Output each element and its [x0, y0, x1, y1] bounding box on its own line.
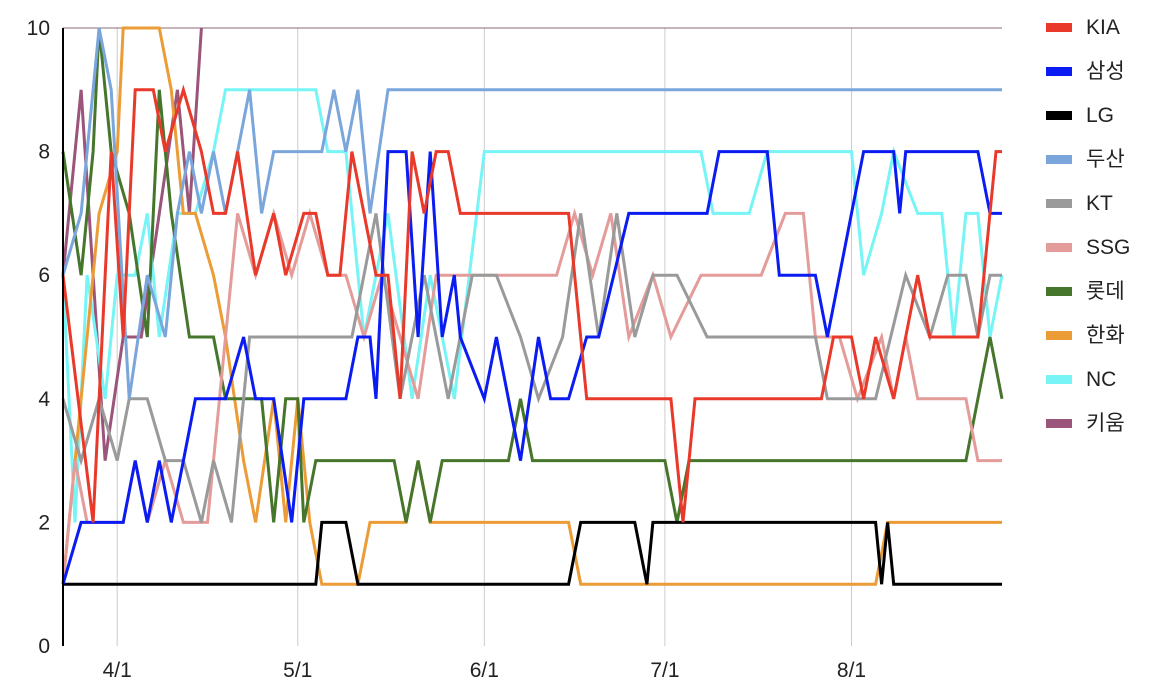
- legend-swatch: [1046, 375, 1072, 384]
- y-tick-label: 6: [38, 264, 50, 287]
- legend-label: 키움: [1086, 412, 1125, 435]
- legend-swatch: [1046, 331, 1072, 340]
- x-tick-label: 6/1: [470, 659, 499, 682]
- legend-label: SSG: [1086, 236, 1130, 259]
- series-line-8: [61, 26, 1002, 586]
- y-axis-ticks: 0 2 4 6 8 10: [27, 17, 51, 658]
- legend-label: KT: [1086, 192, 1113, 215]
- x-tick-label: 5/1: [283, 659, 312, 682]
- legend-swatch: [1046, 243, 1072, 252]
- x-tick-label: 7/1: [650, 659, 679, 682]
- series-lines: [61, 26, 1004, 586]
- series-line-4: [61, 27, 1002, 400]
- legend-label: 두산: [1086, 148, 1125, 171]
- legend-swatch: [1046, 199, 1072, 208]
- series-line-5: [61, 213, 1002, 523]
- legend-label: 삼성: [1086, 60, 1125, 83]
- legend-label: KIA: [1086, 16, 1120, 39]
- legend-swatch: [1046, 155, 1072, 164]
- y-tick-label: 4: [38, 388, 50, 411]
- series-line-2: [61, 150, 1002, 585]
- series-line-3: [63, 520, 1002, 586]
- series-line-9: [61, 88, 1004, 523]
- series-line-10: [61, 27, 203, 461]
- legend-swatch: [1046, 111, 1072, 120]
- x-tick-label: 4/1: [103, 659, 132, 682]
- legend-swatch: [1046, 287, 1072, 296]
- legend-swatch: [1046, 419, 1072, 428]
- x-axis-ticks: 4/1 5/1 6/1 7/1 8/1: [103, 659, 867, 682]
- legend-label: 한화: [1086, 324, 1125, 347]
- y-tick-label: 2: [38, 511, 50, 534]
- y-tick-label: 8: [38, 141, 50, 164]
- legend-swatch: [1046, 23, 1072, 32]
- y-tick-label: 10: [27, 17, 50, 40]
- legend-label: 롯데: [1086, 280, 1125, 303]
- legend-label: LG: [1086, 104, 1114, 127]
- x-tick-label: 8/1: [837, 659, 866, 682]
- legend-label: NC: [1086, 368, 1116, 391]
- y-tick-label: 0: [38, 635, 50, 658]
- series-line-1: [61, 84, 1002, 523]
- legend-swatch: [1046, 67, 1072, 76]
